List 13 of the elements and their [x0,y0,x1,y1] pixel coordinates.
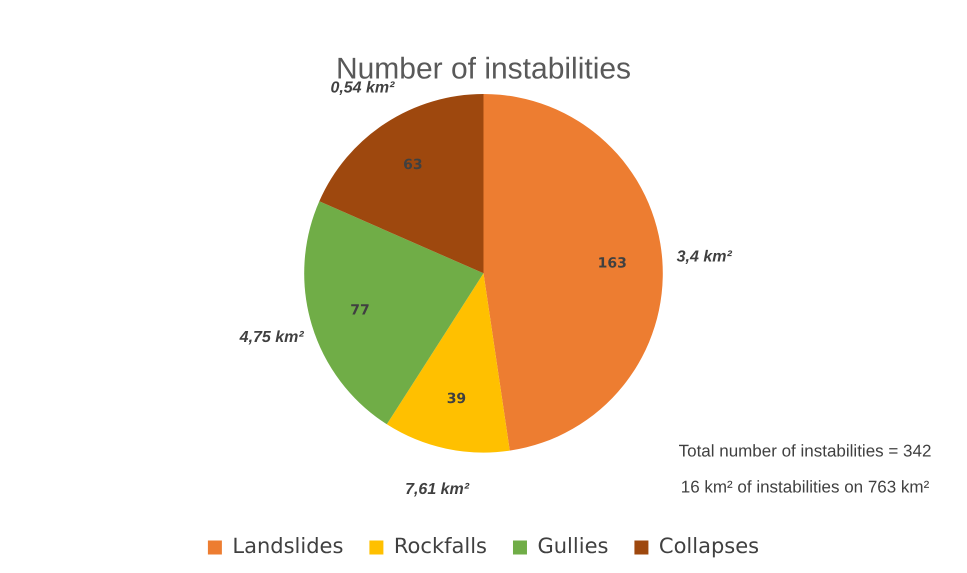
data-label: 77 [350,302,370,318]
text: Total number of instabilities = 342 [678,442,932,461]
data-label: 63 [403,156,423,173]
legend-label: Landslides [232,534,344,558]
text: 7,61 km² [405,481,470,498]
legend-label: Collapses [658,534,760,558]
data-label: 39 [446,391,466,408]
legend-label: Rockfalls [394,534,487,558]
text: 16 km² of instabilities on 763 km² [680,478,930,497]
text: 3,4 km² [676,248,732,266]
legend-label: Gullies [537,534,608,558]
data-label: 163 [598,255,627,272]
text: 4,75 km² [240,328,304,346]
